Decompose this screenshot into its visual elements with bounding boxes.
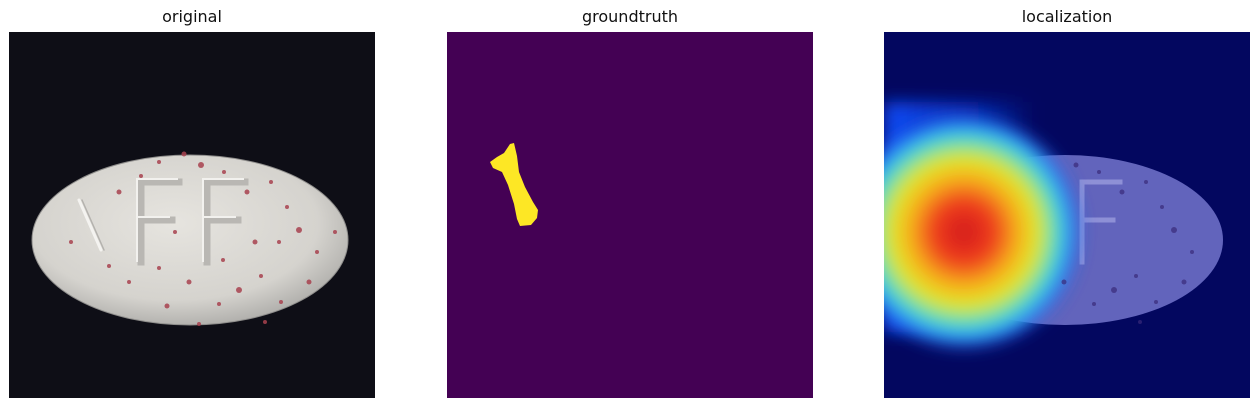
localization-panel: localization <box>884 0 1250 407</box>
groundtruth-title: groundtruth <box>581 7 678 26</box>
embossed-letters <box>137 178 249 266</box>
heat-hotspot <box>884 112 1084 352</box>
groundtruth-panel: groundtruth <box>447 0 813 407</box>
mask-background <box>447 32 813 398</box>
speckle-overlay <box>1061 162 1194 324</box>
original-image <box>9 32 375 398</box>
groundtruth-mask <box>447 32 813 398</box>
localization-title: localization <box>1021 7 1113 26</box>
defect-region <box>490 143 538 226</box>
pill-shape <box>31 154 349 326</box>
scratch-mark <box>77 198 103 252</box>
original-title: original <box>162 7 222 26</box>
localization-heatmap <box>884 32 1250 398</box>
red-speckles <box>69 151 337 326</box>
original-panel: original <box>9 0 375 407</box>
